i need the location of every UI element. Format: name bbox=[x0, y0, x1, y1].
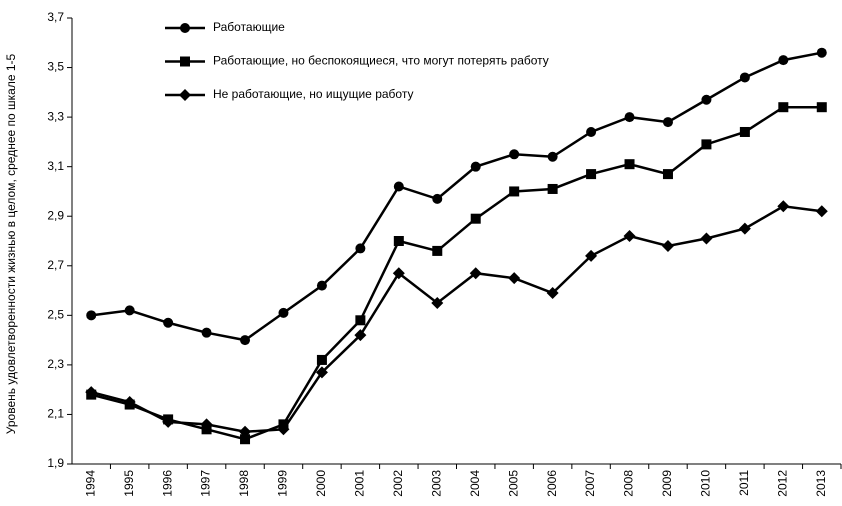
point bbox=[509, 186, 520, 197]
y-tick-label: 3,7 bbox=[47, 10, 64, 24]
series-line bbox=[91, 51, 823, 342]
x-tick-label: 1997 bbox=[199, 470, 213, 497]
point bbox=[586, 126, 597, 137]
x-tick-label: 2010 bbox=[699, 470, 713, 497]
y-tick-label: 2,7 bbox=[47, 258, 64, 272]
x-tick-label: 2008 bbox=[622, 470, 636, 497]
point bbox=[431, 296, 444, 309]
x-tick-label: 2000 bbox=[314, 470, 328, 497]
point bbox=[392, 267, 405, 280]
point bbox=[239, 425, 252, 438]
point bbox=[778, 102, 789, 113]
legend-marker bbox=[180, 56, 190, 67]
legend-marker bbox=[180, 23, 190, 33]
point bbox=[123, 396, 136, 409]
y-tick-label: 3,1 bbox=[47, 159, 64, 173]
y-tick-label: 3,3 bbox=[47, 109, 64, 123]
point bbox=[546, 287, 559, 300]
x-tick-label: 1998 bbox=[237, 470, 251, 497]
y-axis-label: Уровень удовлетворенности жизнью в целом… bbox=[4, 53, 18, 435]
point bbox=[200, 418, 213, 431]
x-tick-label: 1996 bbox=[160, 470, 174, 497]
point bbox=[816, 102, 827, 113]
x-tick-label: 2005 bbox=[506, 470, 520, 497]
point bbox=[470, 213, 481, 224]
point bbox=[739, 126, 750, 137]
y-tick-label: 2,1 bbox=[47, 407, 64, 421]
x-tick-label: 2006 bbox=[545, 470, 559, 497]
point bbox=[778, 55, 789, 66]
point bbox=[661, 239, 674, 252]
y-tick-label: 2,9 bbox=[47, 208, 64, 222]
point bbox=[432, 245, 443, 256]
legend-marker bbox=[179, 89, 191, 101]
point bbox=[662, 117, 673, 128]
point bbox=[355, 315, 366, 326]
legend-label: Работающие bbox=[213, 20, 285, 34]
point bbox=[701, 139, 712, 150]
point bbox=[662, 169, 673, 180]
point bbox=[508, 272, 521, 285]
point bbox=[316, 354, 327, 365]
x-tick-label: 2011 bbox=[737, 470, 751, 496]
point bbox=[815, 205, 828, 218]
x-tick-label: 2001 bbox=[353, 470, 367, 497]
point bbox=[240, 335, 251, 346]
point bbox=[277, 423, 290, 436]
series-line bbox=[90, 105, 822, 441]
series-line bbox=[90, 205, 822, 434]
point bbox=[739, 72, 750, 83]
point bbox=[700, 232, 713, 245]
legend-label: Работающие, но беспокоящиеся, что могут … bbox=[213, 54, 549, 68]
x-tick-label: 2009 bbox=[660, 470, 674, 497]
point bbox=[547, 183, 558, 194]
point bbox=[432, 193, 443, 204]
point bbox=[586, 169, 597, 180]
point bbox=[469, 267, 482, 280]
point bbox=[354, 329, 367, 342]
x-tick-label: 2013 bbox=[814, 470, 828, 497]
point bbox=[393, 181, 404, 192]
point bbox=[316, 280, 327, 291]
point bbox=[738, 222, 751, 235]
point bbox=[278, 307, 289, 318]
point bbox=[624, 159, 635, 170]
point bbox=[124, 305, 135, 316]
point bbox=[240, 434, 251, 445]
point bbox=[623, 230, 636, 243]
x-tick-label: 1994 bbox=[83, 470, 97, 497]
point bbox=[701, 94, 712, 105]
point bbox=[509, 149, 520, 160]
x-tick-label: 2002 bbox=[391, 470, 405, 497]
point bbox=[85, 386, 98, 399]
x-tick-label: 2007 bbox=[583, 470, 597, 497]
y-tick-label: 2,5 bbox=[47, 308, 64, 322]
point bbox=[624, 112, 635, 123]
point bbox=[470, 161, 481, 172]
point bbox=[162, 415, 175, 428]
point bbox=[201, 327, 212, 338]
y-tick-label: 1,9 bbox=[47, 456, 64, 470]
legend-label: Не работающие, но ищущие работу bbox=[213, 87, 413, 101]
point bbox=[393, 236, 404, 246]
x-tick-label: 2004 bbox=[468, 470, 482, 497]
point bbox=[777, 200, 790, 213]
point bbox=[547, 151, 558, 162]
y-tick-label: 2,3 bbox=[47, 357, 64, 371]
point bbox=[585, 249, 598, 262]
point bbox=[163, 317, 174, 328]
point bbox=[816, 47, 827, 58]
point bbox=[355, 243, 366, 254]
x-tick-label: 2003 bbox=[429, 470, 443, 497]
y-tick-label: 3,5 bbox=[47, 60, 64, 74]
x-tick-label: 2012 bbox=[775, 470, 789, 497]
point bbox=[86, 310, 97, 321]
x-tick-label: 1999 bbox=[276, 470, 290, 497]
point bbox=[315, 366, 328, 379]
x-tick-label: 1995 bbox=[122, 470, 136, 497]
